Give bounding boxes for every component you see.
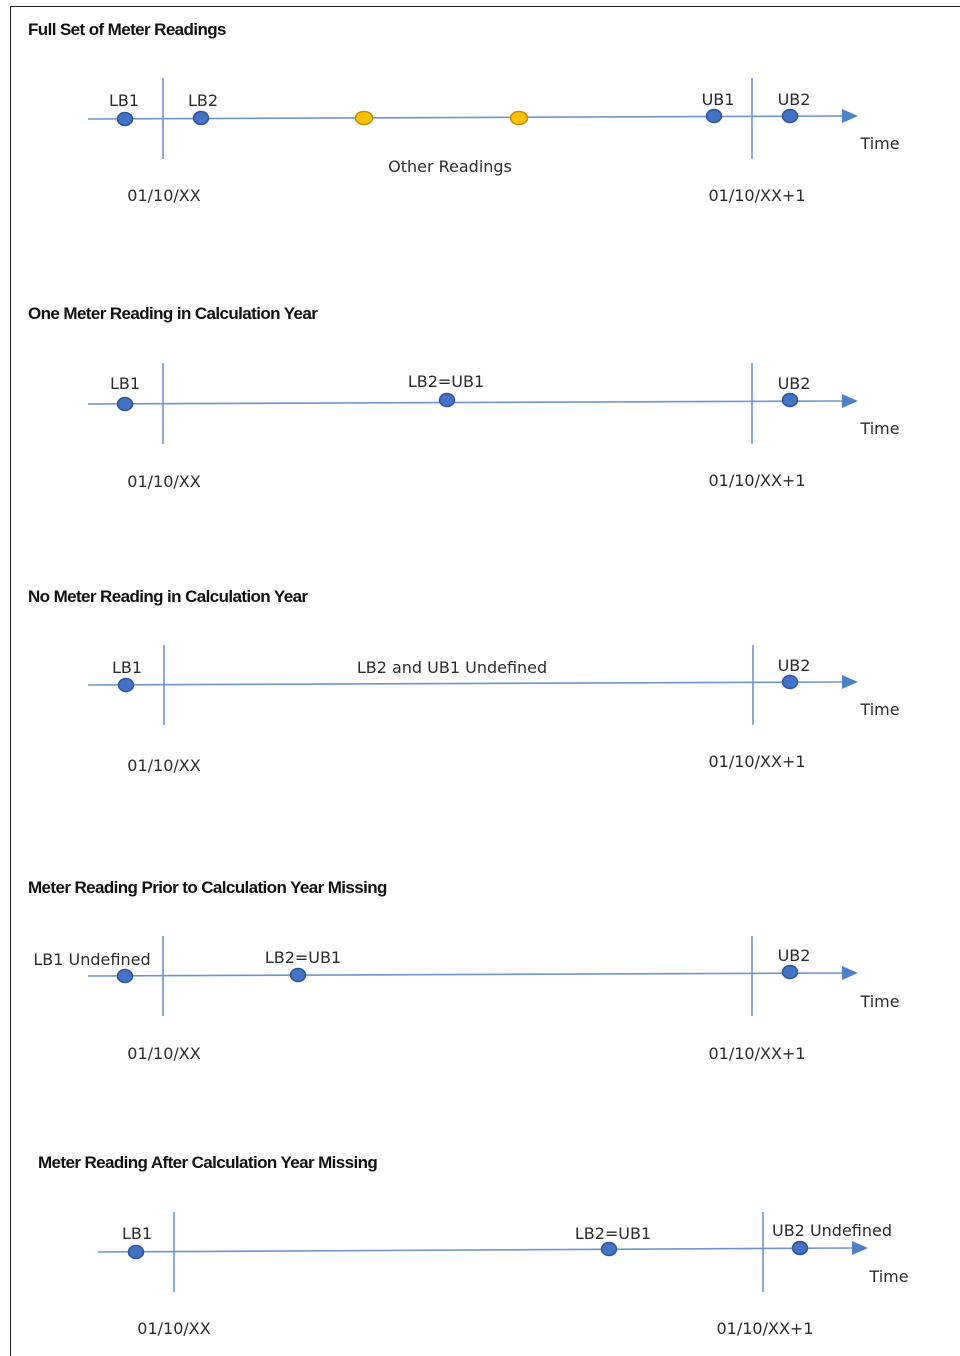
reading-point-ub2: [781, 108, 799, 124]
timeline-axis: [87, 972, 843, 977]
reading-label: LB2=UB1: [575, 1224, 651, 1243]
reading-label: LB1: [109, 91, 139, 110]
reading-label: UB2: [778, 90, 811, 109]
time-axis-label: Time: [859, 419, 899, 438]
panel-title: Meter Reading Prior to Calculation Year …: [28, 878, 387, 897]
time-axis-label: Time: [859, 134, 899, 153]
other-readings-label: Other Readings: [388, 157, 512, 176]
end-date-label: 01/10/XX+1: [708, 1044, 805, 1063]
time-axis-label: Time: [859, 992, 899, 1011]
reading-label: UB2: [778, 946, 811, 965]
reading-label: LB1: [110, 374, 140, 393]
panel-title: Full Set of Meter Readings: [28, 20, 226, 39]
time-axis-label: Time: [859, 700, 899, 719]
reading-label: LB2: [188, 91, 218, 110]
reading-point-other: [509, 110, 529, 126]
timeline-arrowhead: [842, 109, 858, 123]
end-date-label: 01/10/XX+1: [708, 471, 805, 490]
end-date-label: 01/10/XX+1: [716, 1319, 813, 1338]
reading-label: LB1: [122, 1224, 152, 1243]
timeline-arrowhead: [852, 1241, 868, 1255]
reading-point-ub2: [791, 1240, 809, 1256]
panel-prior-missing: Meter Reading Prior to Calculation Year …: [28, 878, 900, 1063]
undefined-reading-label: UB2 Undefined: [772, 1221, 892, 1240]
start-date-label: 01/10/XX: [127, 472, 200, 491]
timeline-arrowhead: [842, 966, 858, 980]
undefined-reading-label: LB1 Undefined: [33, 950, 150, 969]
panel-no-reading: No Meter Reading in Calculation Year LB1…: [28, 587, 900, 775]
timeline-axis: [87, 681, 843, 686]
reading-point-ub2: [781, 674, 799, 690]
start-date-label: 01/10/XX: [127, 1044, 200, 1063]
panel-title: No Meter Reading in Calculation Year: [28, 587, 308, 606]
start-date-label: 01/10/XX: [127, 756, 200, 775]
reading-label: UB2: [778, 374, 811, 393]
reading-point-ub2: [781, 392, 799, 408]
reading-label: LB2=UB1: [265, 948, 341, 967]
panel-title: One Meter Reading in Calculation Year: [28, 304, 318, 323]
reading-point-lb2-ub1: [600, 1241, 618, 1257]
reading-point-lb2: [192, 110, 210, 126]
reading-label: UB1: [702, 90, 735, 109]
reading-label: LB1: [112, 658, 142, 677]
panel-title: Meter Reading After Calculation Year Mis…: [38, 1153, 377, 1172]
reading-point-lb1: [116, 111, 134, 127]
panel-after-missing: Meter Reading After Calculation Year Mis…: [38, 1153, 909, 1338]
reading-point-lb1: [117, 677, 135, 693]
timeline-axis: [97, 1247, 853, 1253]
reading-point-lb2-ub1: [438, 392, 456, 408]
end-date-label: 01/10/XX+1: [708, 752, 805, 771]
reading-point-ub1: [705, 108, 723, 124]
panel-one-reading: One Meter Reading in Calculation Year LB…: [28, 304, 900, 491]
reading-point-lb1: [127, 1244, 145, 1260]
start-date-label: 01/10/XX: [137, 1319, 210, 1338]
undefined-readings-label: LB2 and UB1 Undefined: [357, 658, 547, 677]
reading-point-lb1: [116, 968, 134, 984]
reading-label: UB2: [778, 656, 811, 675]
time-axis-label: Time: [868, 1267, 908, 1286]
reading-point-lb1: [116, 396, 134, 412]
reading-point-other: [354, 110, 374, 126]
timeline-axis: [87, 400, 843, 405]
timeline-arrowhead: [842, 675, 858, 689]
timeline-arrowhead: [842, 394, 858, 408]
end-date-label: 01/10/XX+1: [708, 186, 805, 205]
panel-full-set: Full Set of Meter Readings LB1 LB2 UB1 U…: [28, 20, 900, 205]
diagram-frame: [10, 6, 960, 1356]
reading-label: LB2=UB1: [408, 372, 484, 391]
reading-point-ub2: [781, 964, 799, 980]
reading-point-lb2-ub1: [289, 967, 307, 983]
start-date-label: 01/10/XX: [127, 186, 200, 205]
